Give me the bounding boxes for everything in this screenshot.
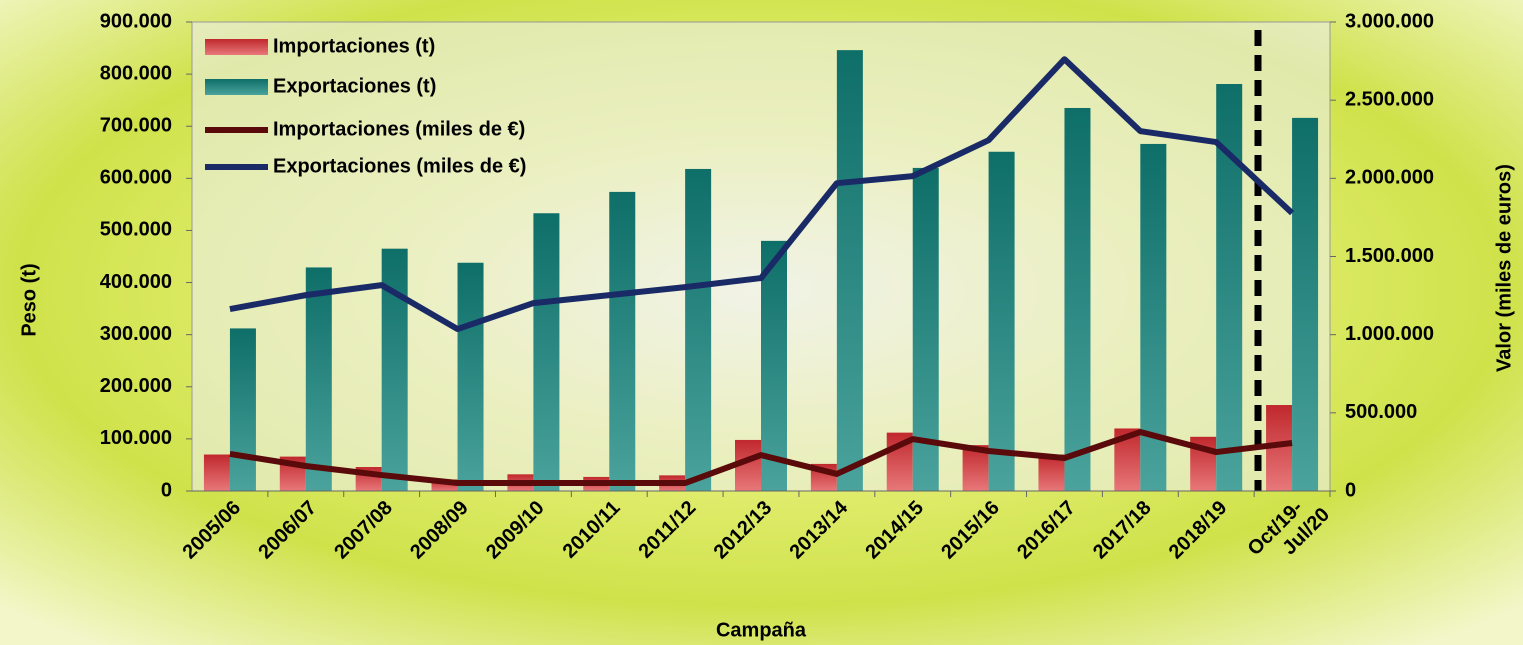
- bar: [1064, 107, 1091, 491]
- y-tick-label: 100.000: [100, 427, 172, 449]
- y2-tick-label: 2.000.000: [1345, 167, 1434, 189]
- bar: [229, 328, 256, 491]
- y-axis-title: Peso (t): [18, 263, 40, 336]
- y-tick-label: 900.000: [100, 10, 172, 32]
- bar: [988, 151, 1015, 492]
- y-tick-label: 700.000: [100, 115, 172, 137]
- bar: [533, 213, 560, 491]
- y2-tick-label: 1.000.000: [1345, 323, 1434, 345]
- line: [229, 56, 1295, 333]
- legend-label: Exportaciones (t): [273, 75, 436, 97]
- y-tick-label: 500.000: [100, 219, 172, 241]
- y2-tick-label: 0: [1345, 479, 1356, 501]
- y2-tick-label: 3.000.000: [1345, 10, 1434, 32]
- bar: [685, 168, 712, 491]
- legend-label: Exportaciones (miles de €): [273, 155, 526, 177]
- y-tick-label: 0: [161, 479, 172, 501]
- bar: [1292, 117, 1319, 491]
- y2-tick-label: 500.000: [1345, 401, 1417, 423]
- y-tick-label: 600.000: [100, 167, 172, 189]
- x-axis-title: Campaña: [716, 619, 807, 641]
- y-tick-label: 200.000: [100, 375, 172, 397]
- bar: [203, 454, 230, 491]
- bar: [305, 267, 332, 491]
- line: [229, 429, 1293, 487]
- y2-tick-label: 2.500.000: [1345, 88, 1434, 110]
- bar: [761, 240, 787, 491]
- legend-label: Importaciones (t): [273, 35, 435, 57]
- bar: [457, 262, 484, 491]
- y-tick-label: 400.000: [100, 271, 172, 293]
- bar: [609, 191, 636, 492]
- legend-swatch: [205, 79, 268, 95]
- bar: [431, 479, 458, 491]
- y-tick-label: 800.000: [100, 62, 172, 84]
- bar: [836, 50, 863, 491]
- legend-swatch: [205, 39, 268, 55]
- y-tick-label: 300.000: [100, 323, 172, 345]
- legend-label: Importaciones (miles de €): [273, 118, 525, 140]
- y2-axis-title: Valor (miles de euros): [1493, 164, 1515, 372]
- y2-tick-label: 1.500.000: [1345, 245, 1434, 267]
